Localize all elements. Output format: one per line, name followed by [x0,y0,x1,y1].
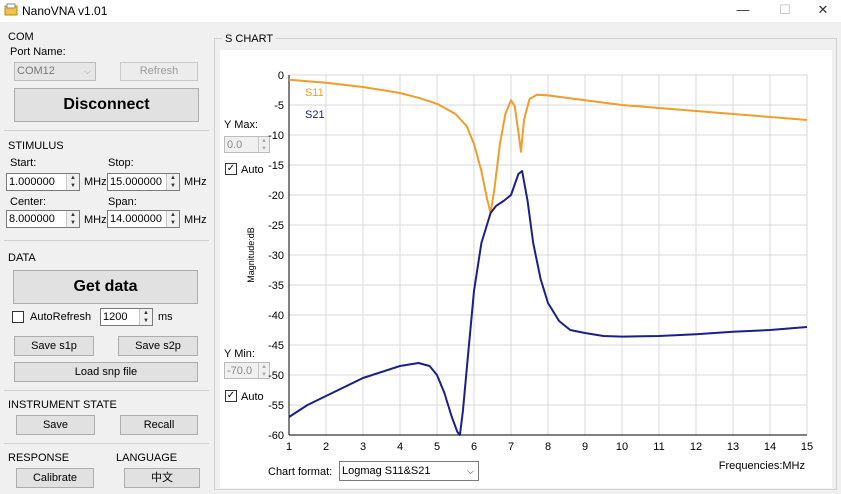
span-value: 14.000000 [110,213,162,225]
language-group-title: LANGUAGE [116,452,178,464]
ymax-label: Y Max: [224,119,259,131]
port-name-label: Port Name: [10,46,66,58]
interval-unit: ms [158,311,173,323]
stimulus-group-title: STIMULUS [8,140,64,152]
start-value: 1.000000 [9,176,55,188]
span-input[interactable]: 14.000000 ▲ ▼ [107,210,180,228]
span-label: Span: [108,196,137,208]
window-title: NanoVNA v1.01 [22,4,108,18]
refresh-button[interactable]: Refresh [120,62,198,81]
ymin-auto-label: Auto [241,391,264,403]
start-unit: MHz [84,176,107,188]
port-select[interactable]: COM12 ⌵ [14,62,96,81]
load-snp-button[interactable]: Load snp file [14,362,198,382]
recall-button[interactable]: Recall [120,415,198,435]
ymax-input[interactable]: 0.0 ▲ ▼ [224,136,270,153]
divider [4,390,209,391]
ymin-label: Y Min: [224,348,255,360]
ymin-spinner[interactable]: ▲ ▼ [258,363,269,378]
span-unit: MHz [184,214,207,226]
chart-format-select[interactable]: Logmag S11&S21 ⌵ [339,461,479,481]
disconnect-button[interactable]: Disconnect [14,88,199,122]
ymin-auto-checkbox[interactable]: ✓ [225,390,237,402]
schart-frame [214,38,837,490]
autorefresh-checkbox[interactable] [12,311,24,323]
span-spinner[interactable]: ▲ ▼ [166,211,179,227]
ymin-value: -70.0 [227,365,253,377]
save-s1p-button[interactable]: Save s1p [14,336,94,356]
com-group-title: COM [8,31,34,43]
instrument-group-title: INSTRUMENT STATE [8,399,117,411]
app-icon [4,3,18,17]
stop-label: Stop: [108,157,134,169]
start-input[interactable]: 1.000000 ▲ ▼ [6,173,80,191]
divider [4,130,209,131]
interval-spinner[interactable]: ▲ ▼ [139,309,152,325]
get-data-button[interactable]: Get data [13,270,198,304]
stop-unit: MHz [184,176,207,188]
chevron-down-icon: ⌵ [467,466,474,476]
chart-format-value: Logmag S11&S21 [342,465,431,477]
calibrate-button[interactable]: Calibrate [16,468,94,488]
response-group-title: RESPONSE [8,452,70,464]
schart-group-title: S CHART [222,33,277,45]
center-input[interactable]: 8.000000 ▲ ▼ [6,210,80,228]
center-spinner[interactable]: ▲ ▼ [66,211,79,227]
autorefresh-label: AutoRefresh [30,311,92,323]
save-state-button[interactable]: Save [16,415,95,435]
ymax-auto-label: Auto [241,164,264,176]
save-s2p-button[interactable]: Save s2p [118,336,198,356]
stop-spinner[interactable]: ▲ ▼ [166,174,179,190]
chart-area [220,50,832,488]
title-bar: NanoVNA v1.01 — ☐ ✕ [0,0,841,22]
minimize-button[interactable]: — [736,2,750,17]
interval-input[interactable]: 1200 ▲ ▼ [100,308,153,326]
divider [4,240,209,241]
chart-format-label: Chart format: [268,466,333,478]
interval-value: 1200 [103,311,128,323]
divider [4,443,209,444]
chevron-down-icon: ⌵ [84,66,91,76]
ymin-input[interactable]: -70.0 ▲ ▼ [224,362,270,379]
data-group-title: DATA [8,252,36,264]
stop-input[interactable]: 15.000000 ▲ ▼ [107,173,180,191]
maximize-button[interactable]: ☐ [779,2,791,17]
ymax-spinner[interactable]: ▲ ▼ [258,137,269,152]
center-unit: MHz [84,214,107,226]
start-spinner[interactable]: ▲ ▼ [66,174,79,190]
ymax-auto-checkbox[interactable]: ✓ [225,163,237,175]
language-button[interactable]: 中文 [124,468,200,488]
center-value: 8.000000 [9,213,55,225]
center-label: Center: [10,196,47,208]
port-select-value: COM12 [17,65,55,77]
start-label: Start: [10,157,37,169]
close-button[interactable]: ✕ [817,2,829,17]
ymax-value: 0.0 [227,139,243,151]
stop-value: 15.000000 [110,176,162,188]
